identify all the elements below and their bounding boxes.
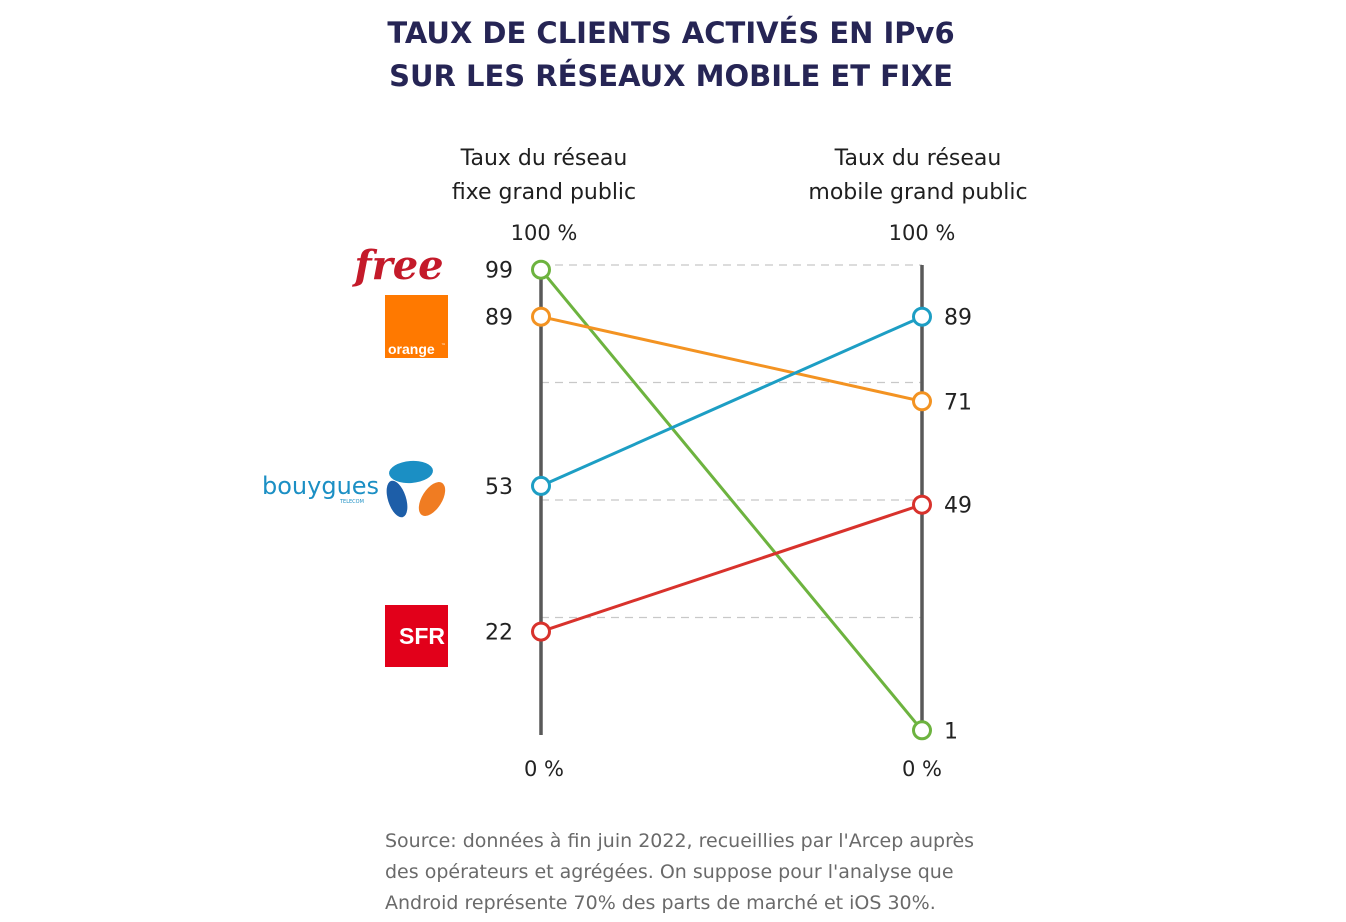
label-free-mobile: 1 — [944, 719, 958, 744]
axis-fixe-top-label: 100 % — [511, 221, 578, 245]
bouygues-logo-right-shape — [418, 482, 446, 516]
title-line-1: TAUX DE CLIENTS ACTIVÉS EN IPv6 — [387, 16, 954, 50]
axis-header-mobile-line-1: Taux du réseau — [834, 146, 1002, 171]
label-orange-mobile: 71 — [944, 390, 972, 415]
axis-header-fixe-line-1: Taux du réseau — [460, 146, 628, 171]
orange-logo-tm: ™ — [441, 343, 446, 349]
axis-mobile-bottom-label: 0 % — [902, 757, 942, 781]
label-free-fixe: 99 — [485, 259, 513, 284]
point-orange-fixe — [531, 306, 551, 327]
series-bouygues-telecom — [531, 306, 932, 496]
orange-logo: orange ™ — [385, 295, 448, 358]
sfr-logo-text: SFR — [399, 623, 445, 649]
point-bouygues-telecom-fixe — [531, 475, 551, 496]
orange-logo-text: orange — [388, 341, 435, 357]
value-labels: 99 1 89 71 53 89 22 49 — [485, 259, 972, 745]
chart-title: TAUX DE CLIENTS ACTIVÉS EN IPv6 SUR LES … — [387, 16, 954, 93]
point-free-fixe — [531, 259, 551, 280]
source-line-2: des opérateurs et agrégées. On suppose p… — [385, 861, 954, 883]
series-bouygues-telecom-line — [540, 315, 923, 488]
bouygues-logo-text: bouygues — [262, 472, 379, 500]
gridlines — [541, 264, 922, 619]
point-sfr-fixe — [531, 621, 551, 642]
point-free-mobile — [912, 720, 932, 741]
series-orange-line — [540, 315, 923, 403]
label-sfr-mobile: 49 — [944, 494, 972, 519]
series-lines — [531, 259, 932, 741]
free-logo-text: free — [351, 242, 443, 289]
axis-mobile-top-label: 100 % — [889, 221, 956, 245]
bouygues-logo: bouygues TELECOM — [262, 460, 446, 518]
source-note: Source: données à fin juin 2022, recueil… — [385, 830, 974, 914]
label-orange-fixe: 89 — [485, 306, 513, 331]
axis-fixe-bottom-label: 0 % — [524, 757, 564, 781]
axis-header-mobile: Taux du réseau mobile grand public — [808, 146, 1027, 205]
point-sfr-mobile — [912, 494, 932, 515]
source-line-3: Android représente 70% des parts de marc… — [385, 892, 936, 914]
series-free-line — [539, 268, 924, 732]
bouygues-logo-left-shape — [386, 480, 408, 518]
axis-header-fixe-line-2: fixe grand public — [452, 180, 636, 205]
axis-header-mobile-line-2: mobile grand public — [808, 180, 1027, 205]
title-line-2: SUR LES RÉSEAUX MOBILE ET FIXE — [389, 59, 953, 93]
series-free — [531, 259, 932, 741]
series-sfr-line — [540, 503, 923, 634]
series-sfr — [531, 494, 932, 642]
sfr-logo: SFR — [385, 605, 448, 667]
orange-logo-square — [385, 295, 448, 358]
label-sfr-fixe: 22 — [485, 621, 513, 646]
free-logo: free — [351, 242, 443, 289]
bouygues-logo-subtext: TELECOM — [339, 499, 364, 505]
bouygues-logo-top-shape — [389, 460, 433, 484]
label-bouygues-telecom-mobile: 89 — [944, 306, 972, 331]
source-line-1: Source: données à fin juin 2022, recueil… — [385, 830, 974, 852]
sfr-logo-square — [385, 605, 448, 667]
point-bouygues-telecom-mobile — [912, 306, 932, 327]
point-orange-mobile — [912, 391, 932, 412]
series-orange — [531, 306, 932, 412]
axis-header-fixe: Taux du réseau fixe grand public — [452, 146, 636, 205]
label-bouygues-telecom-fixe: 53 — [485, 475, 513, 500]
